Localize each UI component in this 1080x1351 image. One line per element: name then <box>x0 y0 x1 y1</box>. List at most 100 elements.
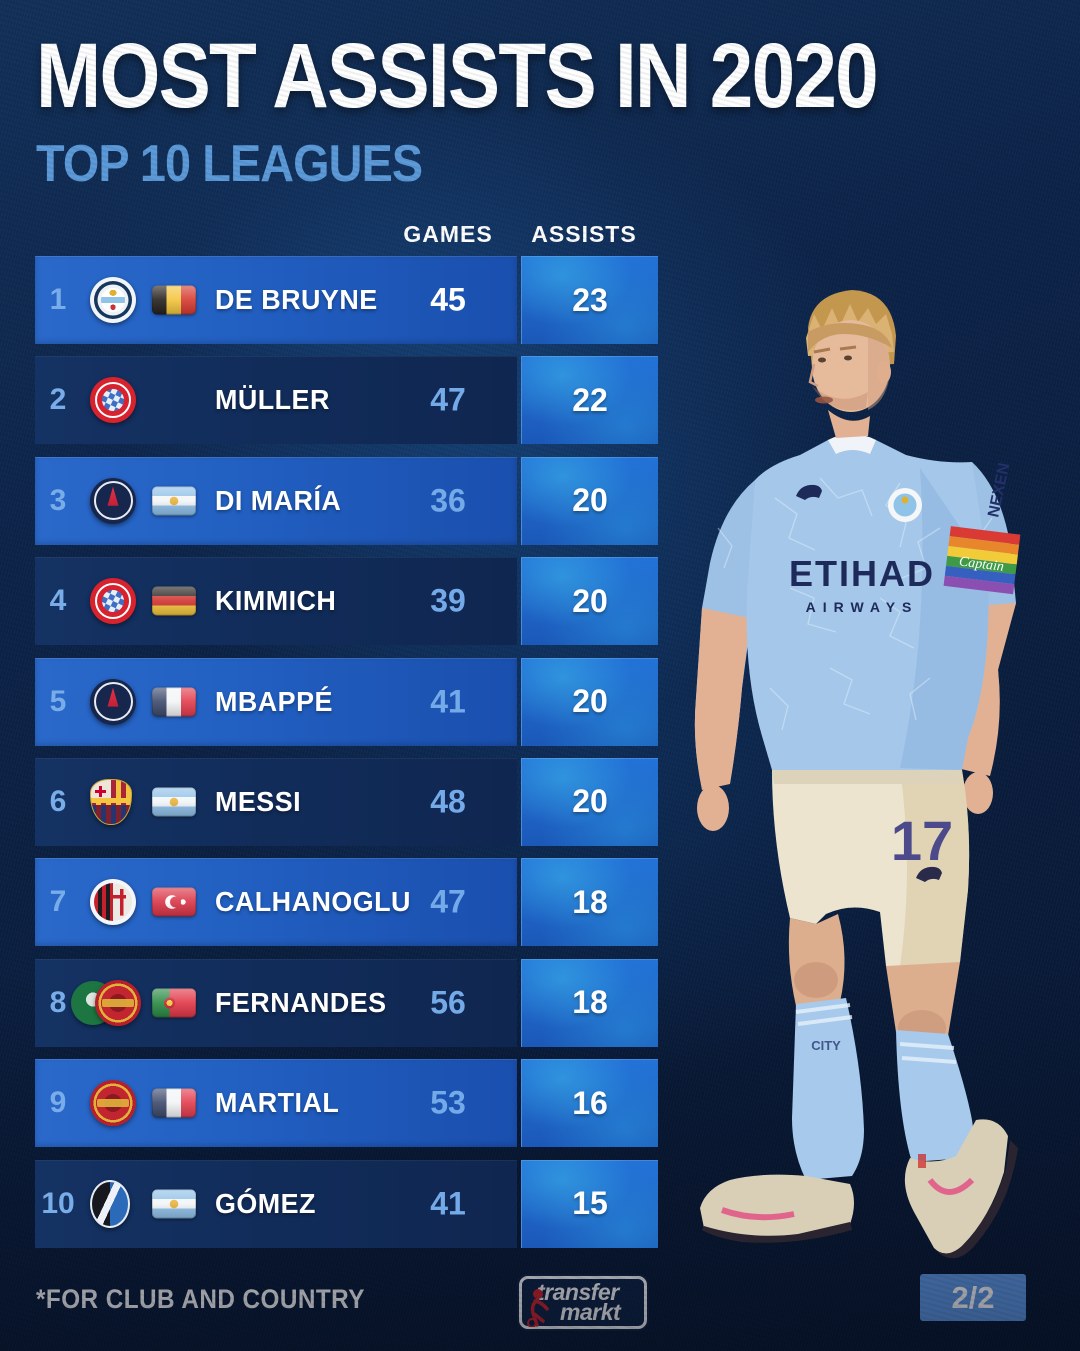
row-bar: 4 KIMMICH 39 <box>35 557 517 646</box>
turkey-flag <box>152 887 196 917</box>
manchester-united-logo <box>90 1080 136 1127</box>
row-bar: 1 DE BRUYNE 45 <box>35 256 517 344</box>
page-indicator-badge: 2/2 <box>920 1274 1026 1321</box>
games-value: 48 <box>430 783 466 820</box>
shirt-sponsor-sub-text: AIRWAYS <box>806 599 919 615</box>
fc-barcelona-logo <box>90 778 132 825</box>
rank: 4 <box>49 584 67 618</box>
armband-label-text: Captain <box>958 554 1005 574</box>
brand-text-transfer: transfer <box>537 1279 619 1305</box>
table-row: 5 MBAPPÉ 41 20 <box>35 657 658 746</box>
rank: 7 <box>49 885 67 919</box>
france-flag <box>152 1088 196 1118</box>
table-row: 10 GÓMEZ 41 15 <box>35 1159 658 1248</box>
assists-cell: 15 <box>521 1159 658 1248</box>
games-value: 36 <box>430 482 466 519</box>
psg-logo <box>90 477 136 524</box>
rank: 2 <box>49 383 67 417</box>
assists-value: 20 <box>572 482 608 519</box>
shorts-number-text: 17 <box>891 809 953 872</box>
assists-cell: 18 <box>521 958 658 1047</box>
assists-value: 23 <box>572 281 608 318</box>
germany-flag <box>152 586 196 616</box>
assists-value: 15 <box>572 1185 608 1222</box>
assists-value: 20 <box>572 683 608 720</box>
row-bar: 8 FERNANDES 56 <box>35 958 517 1047</box>
bayern-munich-logo <box>90 578 136 625</box>
atalanta-logo <box>90 1179 130 1228</box>
psg-logo <box>90 678 136 725</box>
assists-cell: 20 <box>521 557 658 646</box>
transfermarkt-logo: transfer markt <box>519 1276 647 1329</box>
assists-value: 18 <box>572 883 608 920</box>
assists-cell: 18 <box>521 858 658 947</box>
player-name: CALHANOGLU <box>215 886 411 918</box>
table-row: 2 MÜLLER 47 22 <box>35 356 658 445</box>
row-bar: 3 DI MARÍA 36 <box>35 456 517 545</box>
games-value: 47 <box>430 381 466 418</box>
table-row: 7 CALHANOGLU 47 18 <box>35 858 658 947</box>
games-value: 39 <box>430 582 466 619</box>
shirt-sponsor-text: ETIHAD <box>789 553 935 594</box>
belgium-flag <box>152 285 196 315</box>
assists-cell: 23 <box>521 256 658 344</box>
assists-leaderboard-table: 1 DE BRUYNE 45 23 2 MÜLLER 47 22 <box>35 256 658 1260</box>
argentina-flag <box>152 787 196 817</box>
table-row: 3 DI MARÍA 36 20 <box>35 456 658 545</box>
games-value: 41 <box>430 1185 466 1222</box>
assists-value: 20 <box>572 582 608 619</box>
rank: 5 <box>49 684 67 718</box>
rank: 1 <box>49 283 67 316</box>
player-name: GÓMEZ <box>215 1187 316 1219</box>
table-row: 9 MARTIAL 53 16 <box>35 1059 658 1148</box>
player-photo: ETIHAD AIRWAYS NEXEN Captain <box>694 290 1021 1259</box>
column-header-games: GAMES <box>403 221 493 247</box>
france-flag <box>152 687 196 717</box>
sock-label-text: CITY <box>811 1038 841 1053</box>
player-name: MARTIAL <box>215 1087 340 1119</box>
table-row: 8 FERNANDES 56 18 <box>35 958 658 1047</box>
row-bar: 6 MESSI 48 <box>35 757 517 846</box>
assists-value: 22 <box>572 381 608 418</box>
assists-cell: 20 <box>521 657 658 746</box>
player-name: DI MARÍA <box>215 484 342 516</box>
brand-figure-icon <box>527 1289 549 1327</box>
footnote: *FOR CLUB AND COUNTRY <box>36 1284 365 1314</box>
assists-cell: 20 <box>521 456 658 545</box>
assists-cell: 22 <box>521 356 658 445</box>
assists-value: 20 <box>572 783 608 820</box>
player-name: MÜLLER <box>215 384 330 416</box>
argentina-flag <box>152 1189 196 1219</box>
page-title: MOST ASSISTS IN 2020 <box>36 25 879 127</box>
player-name: MESSI <box>215 785 302 817</box>
assists-value: 16 <box>572 1084 608 1121</box>
rank: 8 <box>49 985 67 1019</box>
row-bar: 7 CALHANOGLU 47 <box>35 858 517 947</box>
manchester-city-logo <box>90 277 136 323</box>
assists-cell: 20 <box>521 757 658 846</box>
captain-armband: Captain <box>943 526 1021 595</box>
rank: 9 <box>49 1086 67 1120</box>
player-name: KIMMICH <box>215 585 337 617</box>
table-row: 6 MESSI 48 20 <box>35 757 658 846</box>
row-bar: 2 MÜLLER 47 <box>35 356 517 445</box>
table-row: 4 KIMMICH 39 20 <box>35 557 658 646</box>
row-bar: 10 GÓMEZ 41 <box>35 1159 517 1248</box>
assists-value: 18 <box>572 984 608 1021</box>
row-bar: 9 MARTIAL 53 <box>35 1059 517 1148</box>
games-value: 56 <box>430 984 466 1021</box>
rank: 10 <box>41 1186 75 1220</box>
ac-milan-logo <box>90 879 136 926</box>
shorts-puma-icon <box>916 866 942 882</box>
puma-logo-icon <box>796 484 822 500</box>
player-name: DE BRUYNE <box>215 284 378 315</box>
games-value: 47 <box>430 883 466 920</box>
rank: 3 <box>49 483 67 517</box>
assists-cell: 16 <box>521 1059 658 1148</box>
portugal-flag <box>152 988 196 1018</box>
column-header-assists: ASSISTS <box>531 221 637 247</box>
games-value: 41 <box>430 683 466 720</box>
player-name: MBAPPÉ <box>215 685 333 717</box>
rank: 6 <box>49 784 67 818</box>
